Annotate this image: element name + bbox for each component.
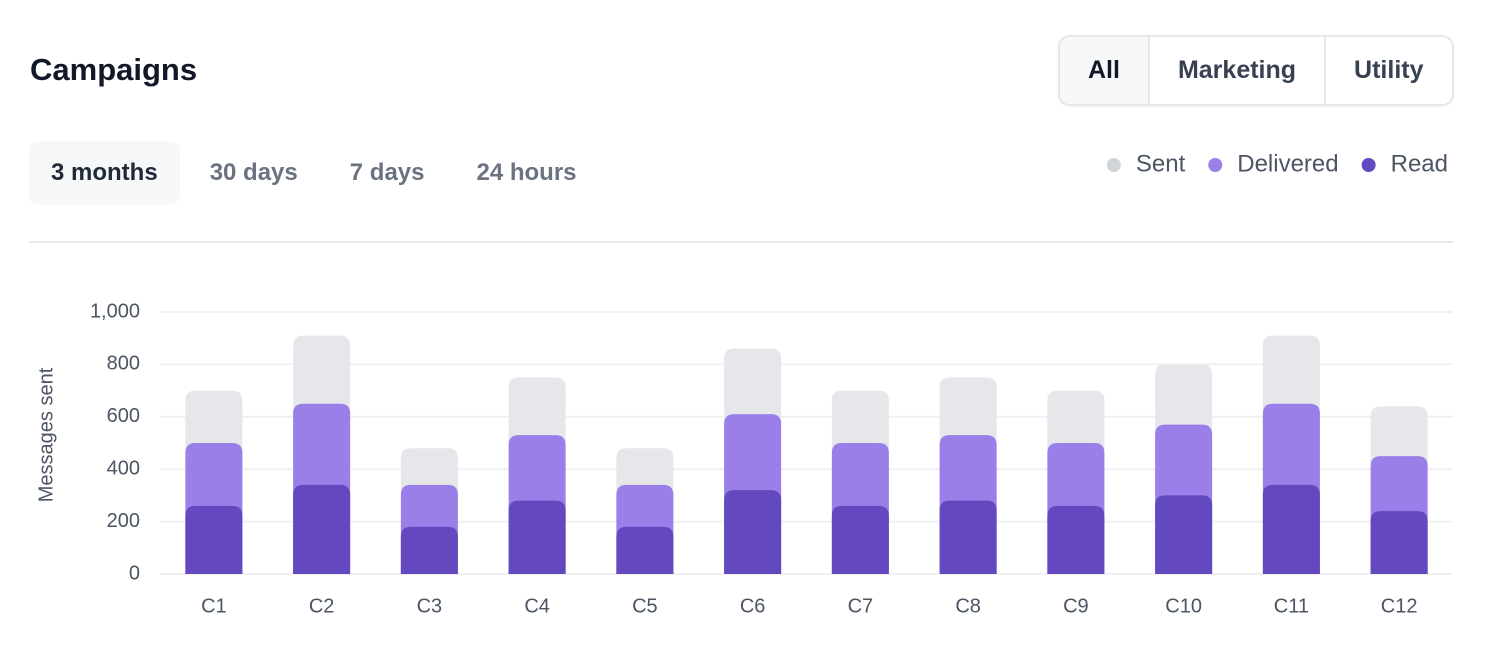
y-tick-label: 200 [107,510,140,532]
bar [939,500,997,574]
bar [1370,511,1428,574]
bar [1262,484,1320,574]
page-title: Campaigns [30,52,198,87]
bar [400,526,458,574]
time-tab[interactable]: 3 months [29,141,180,205]
x-tick-label: C2 [309,595,335,617]
time-tab[interactable]: 7 days [349,159,425,186]
bar [293,484,351,574]
x-tick-label: C5 [632,595,658,617]
x-tick-label: C7 [848,595,874,617]
legend-label: Delivered [1237,150,1338,177]
x-tick-label: C6 [740,595,766,617]
y-axis-label: Messages sent [35,367,57,502]
x-tick-label: C8 [955,595,981,617]
bar [616,526,674,574]
filter-button[interactable]: All [1060,37,1148,104]
x-tick-label: C12 [1381,595,1418,617]
legend-dot [1361,158,1376,172]
time-tab[interactable]: 30 days [209,159,298,186]
bar [831,505,889,574]
time-tab[interactable]: 24 hours [476,159,577,186]
y-tick-label: 600 [107,405,140,427]
bar [1155,495,1213,574]
filter-button[interactable]: Marketing [1147,37,1325,104]
legend-dot [1208,158,1223,172]
legend-label: Read [1391,150,1448,177]
time-tabs: 3 months 30 days 7 days 24 hours [29,141,599,205]
bar [1047,505,1105,574]
y-tick-label: 0 [129,562,140,584]
x-tick-label: C10 [1165,595,1202,617]
bar [724,490,782,574]
bar [185,505,243,574]
x-tick-label: C4 [524,595,550,617]
legend-dot [1106,158,1121,172]
legend-label: Sent [1136,150,1186,177]
bar [508,500,566,574]
y-tick-label: 1,000 [90,300,140,322]
x-tick-label: C1 [201,595,227,617]
x-tick-label: C3 [417,595,443,617]
x-tick-label: C9 [1063,595,1089,617]
filter-button[interactable]: Utility [1324,37,1452,104]
filter-group: All Marketing Utility [1058,35,1454,106]
separator [29,241,1453,243]
x-tick-label: C11 [1274,595,1309,617]
y-tick-label: 800 [107,353,140,375]
y-tick-label: 400 [107,457,140,479]
